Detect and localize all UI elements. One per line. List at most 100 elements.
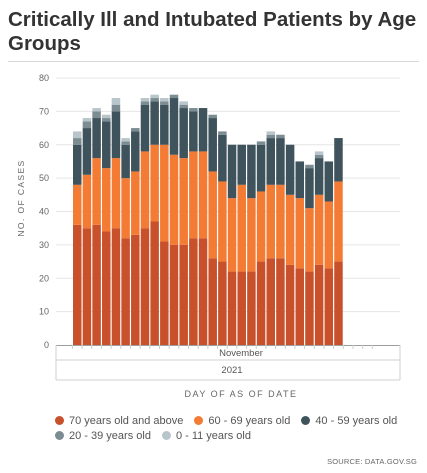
bar-segment[interactable] (102, 114, 111, 119)
bar-segment[interactable] (247, 271, 256, 345)
bar-segment[interactable] (285, 264, 295, 345)
bar-segment[interactable] (247, 144, 256, 199)
bar-segment[interactable] (82, 121, 92, 129)
bar-segment[interactable] (179, 104, 188, 109)
bar-segment[interactable] (150, 144, 159, 222)
bar-segment[interactable] (198, 108, 208, 152)
bar-segment[interactable] (121, 238, 130, 345)
bar-segment[interactable] (131, 128, 140, 132)
bar-segment[interactable] (276, 134, 285, 139)
bar-segment[interactable] (266, 138, 276, 185)
bar-segment[interactable] (169, 98, 179, 155)
bar-segment[interactable] (295, 161, 305, 199)
bar-segment[interactable] (102, 168, 111, 232)
bar-segment[interactable] (92, 118, 101, 159)
bar-segment[interactable] (227, 198, 237, 272)
bar-segment[interactable] (314, 154, 324, 159)
bar-segment[interactable] (266, 184, 276, 259)
bar-segment[interactable] (189, 238, 198, 345)
bar-segment[interactable] (140, 98, 150, 102)
bar-segment[interactable] (218, 261, 227, 345)
bar-segment[interactable] (324, 201, 334, 269)
bar-segment[interactable] (73, 138, 82, 145)
legend-item[interactable]: 70 years old and above (55, 414, 183, 429)
bar-segment[interactable] (218, 134, 227, 182)
bar-segment[interactable] (314, 264, 324, 345)
bar-segment[interactable] (305, 208, 314, 272)
bar-segment[interactable] (150, 98, 159, 102)
bar-segment[interactable] (179, 158, 188, 245)
bar-segment[interactable] (179, 108, 188, 159)
bar-segment[interactable] (121, 144, 130, 179)
bar-segment[interactable] (160, 144, 169, 242)
bar-segment[interactable] (121, 138, 130, 142)
bar-segment[interactable] (131, 171, 140, 235)
legend-item[interactable]: 60 - 69 years old (194, 414, 290, 429)
bar-segment[interactable] (160, 98, 169, 102)
bar-segment[interactable] (208, 171, 217, 259)
bar-segment[interactable] (218, 131, 227, 135)
bar-segment[interactable] (334, 138, 343, 182)
bar-segment[interactable] (334, 261, 343, 345)
bar-segment[interactable] (305, 168, 314, 209)
legend-item[interactable]: 20 - 39 years old (55, 429, 151, 444)
bar-segment[interactable] (150, 221, 159, 345)
bar-segment[interactable] (247, 198, 256, 272)
bar-segment[interactable] (169, 94, 179, 99)
bar-segment[interactable] (237, 184, 246, 272)
bar-segment[interactable] (160, 241, 169, 345)
bar-segment[interactable] (140, 101, 150, 105)
bar-segment[interactable] (189, 108, 198, 112)
bar-segment[interactable] (150, 94, 159, 99)
bar-segment[interactable] (189, 151, 198, 239)
bar-segment[interactable] (285, 194, 295, 265)
bar-segment[interactable] (256, 141, 266, 145)
bar-segment[interactable] (198, 151, 208, 239)
bar-segment[interactable] (276, 138, 285, 185)
bar-segment[interactable] (295, 268, 305, 345)
bar-segment[interactable] (256, 261, 266, 345)
bar-segment[interactable] (295, 198, 305, 269)
bar-segment[interactable] (111, 98, 121, 105)
bar-segment[interactable] (92, 158, 101, 225)
bar-segment[interactable] (324, 161, 334, 202)
bar-segment[interactable] (266, 131, 276, 135)
legend-item[interactable]: 0 - 11 years old (161, 429, 251, 444)
bar-segment[interactable] (82, 228, 92, 345)
bar-segment[interactable] (208, 114, 217, 119)
bar-segment[interactable] (160, 101, 169, 105)
bar-segment[interactable] (198, 238, 208, 345)
bar-segment[interactable] (111, 228, 121, 345)
bar-segment[interactable] (111, 104, 121, 112)
bar-segment[interactable] (82, 118, 92, 122)
bar-segment[interactable] (179, 244, 188, 345)
bar-segment[interactable] (131, 234, 140, 345)
bar-segment[interactable] (237, 271, 246, 345)
bar-segment[interactable] (208, 258, 217, 345)
bar-segment[interactable] (73, 224, 82, 345)
bar-segment[interactable] (140, 228, 150, 345)
bar-segment[interactable] (324, 268, 334, 345)
bar-segment[interactable] (305, 164, 314, 169)
bar-segment[interactable] (208, 118, 217, 172)
bar-segment[interactable] (256, 144, 266, 192)
bar-segment[interactable] (140, 151, 150, 229)
bar-segment[interactable] (131, 131, 140, 172)
bar-segment[interactable] (121, 178, 130, 239)
bar-segment[interactable] (102, 118, 111, 122)
bar-segment[interactable] (82, 128, 92, 175)
bar-segment[interactable] (102, 231, 111, 345)
bar-segment[interactable] (169, 154, 179, 245)
bar-segment[interactable] (92, 108, 101, 112)
bar-segment[interactable] (111, 111, 121, 159)
bar-segment[interactable] (314, 151, 324, 155)
bar-segment[interactable] (266, 258, 276, 345)
bar-segment[interactable] (140, 104, 150, 152)
bar-segment[interactable] (256, 191, 266, 262)
bar-segment[interactable] (218, 181, 227, 262)
bar-segment[interactable] (160, 104, 169, 145)
bar-segment[interactable] (121, 141, 130, 145)
bar-segment[interactable] (92, 224, 101, 345)
bar-segment[interactable] (237, 144, 246, 185)
bar-segment[interactable] (150, 101, 159, 145)
